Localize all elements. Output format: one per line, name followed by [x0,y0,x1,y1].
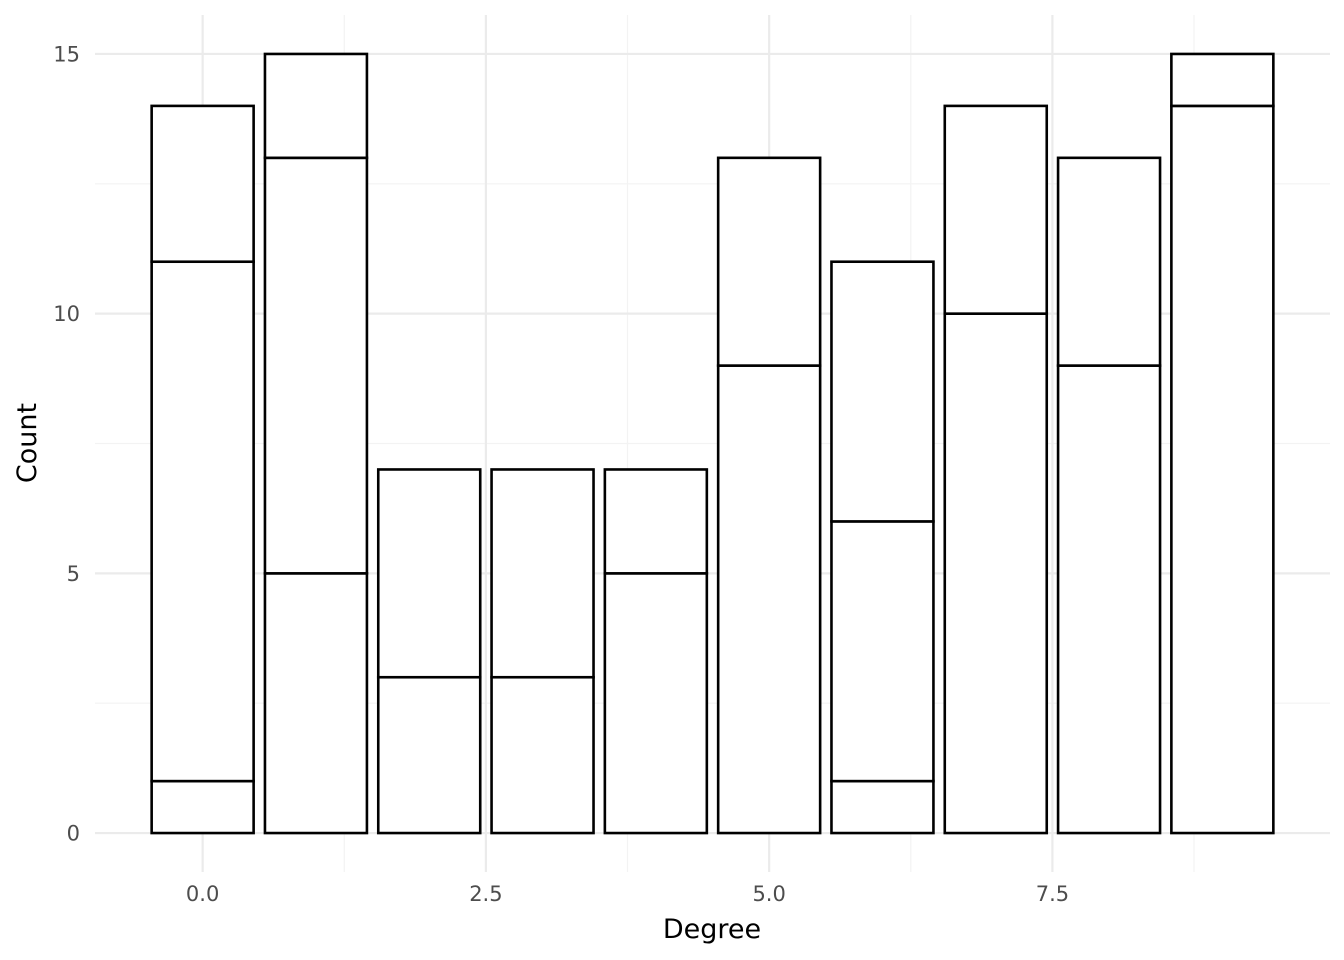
bar-segment [150,104,255,264]
bar-segment [943,312,1049,835]
x-tick-label: 7.5 [1036,882,1069,906]
bar-stack-0 [150,104,255,835]
bar-segment [830,260,935,523]
bars [150,52,1275,835]
y-tick-label: 15 [53,42,80,66]
bar-stack-6 [830,260,935,835]
bar-segment [376,675,482,835]
bar-segment [1170,52,1275,108]
y-tick-labels: 0 5 10 15 [53,42,80,845]
bar-stack-5 [716,156,822,835]
bar-stack-3 [490,468,595,835]
bar-segment [490,675,595,835]
bar-segment [603,572,709,835]
y-tick-label: 0 [67,822,80,846]
bar-segment [150,260,255,783]
x-tick-label: 2.5 [469,882,502,906]
bar-segment [943,104,1049,315]
bar-segment [490,468,595,679]
bar-stack-8 [1056,156,1162,835]
bar-segment [716,364,822,835]
bar-segment [1056,364,1162,835]
bar-segment [716,156,822,367]
bar-segment [376,468,482,679]
x-tick-label: 0.0 [186,882,219,906]
x-tick-label: 5.0 [752,882,785,906]
bar-segment [830,779,935,835]
bar-segment [603,468,709,575]
y-tick-label: 5 [67,562,80,586]
bar-stack-9 [1170,52,1275,835]
bar-segment [263,572,369,835]
bar-stack-4 [603,468,709,835]
y-tick-label: 10 [53,302,80,326]
bar-segment [830,520,935,783]
bar-stack-7 [943,104,1049,835]
bar-segment [263,156,369,575]
bar-segment [150,779,255,835]
bar-stack-1 [263,52,369,835]
y-axis-title: Count [12,403,43,483]
bar-segment [1056,156,1162,367]
x-axis-title: Degree [663,914,761,945]
bar-stack-2 [376,468,482,835]
x-tick-labels: 0.0 2.5 5.0 7.5 [186,882,1069,906]
bar-segment [263,52,369,160]
bar-segment [1170,104,1275,835]
